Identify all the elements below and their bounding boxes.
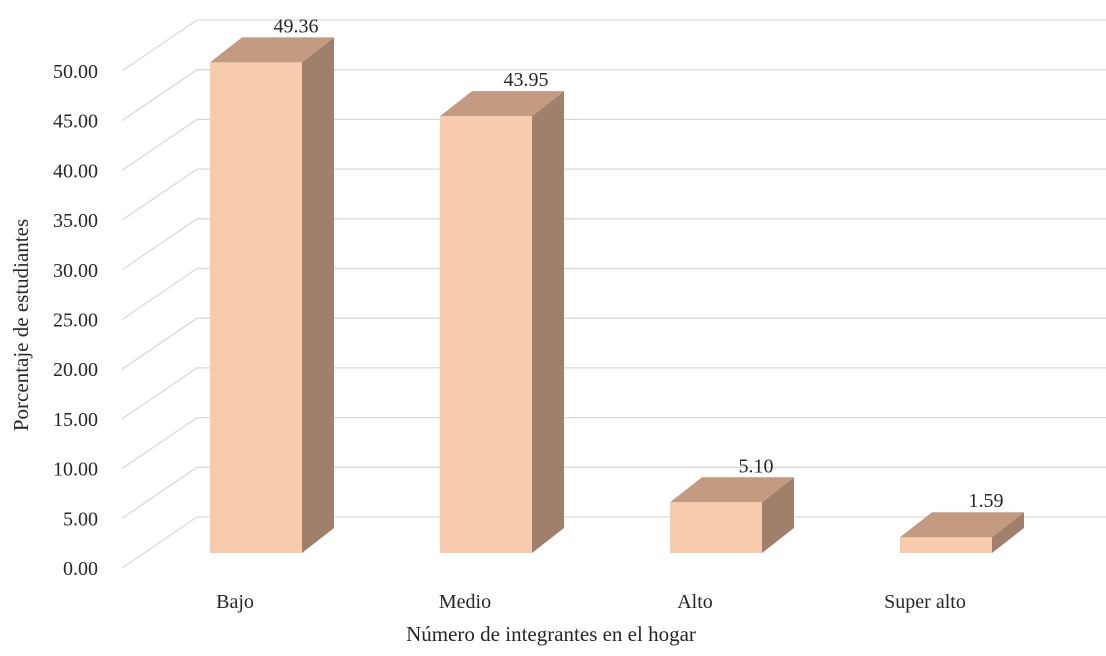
bar-side (992, 512, 1024, 553)
y-tick-label: 5.00 (63, 508, 98, 530)
bar-side (302, 37, 334, 554)
bar-front (900, 537, 992, 553)
gridline (121, 218, 1106, 271)
bar-side (532, 91, 564, 554)
gridline (121, 168, 1106, 221)
bar-front (670, 502, 762, 553)
bar-front (440, 116, 532, 554)
x-tick-label: Medio (439, 591, 491, 613)
gridline (121, 367, 1106, 420)
x-axis-title: Número de integrantes en el hogar (406, 622, 696, 646)
bar-3 (670, 477, 794, 553)
bar-top (440, 91, 564, 117)
gridline (121, 267, 1106, 321)
x-tick-label: Super alto (884, 591, 966, 613)
bar-top (900, 512, 1024, 538)
y-tick-label: 10.00 (53, 459, 98, 481)
data-label: 43.95 (504, 69, 549, 91)
gridline (121, 19, 1106, 72)
data-label: 1.59 (969, 490, 1004, 512)
y-tick-label: 20.00 (53, 359, 98, 381)
y-axis-ticks: 0.00 5.00 10.00 15.00 20.00 25.00 30.00 35.00 40… (53, 61, 98, 580)
bar-2 (440, 91, 564, 554)
gridlines (121, 19, 1106, 569)
gridline (121, 118, 1106, 171)
y-tick-label: 35.00 (53, 210, 98, 232)
y-tick-label: 15.00 (53, 409, 98, 431)
x-tick-label: Alto (677, 591, 713, 613)
bar-top (670, 477, 794, 503)
gridline (121, 466, 1106, 519)
gridline (121, 416, 1106, 470)
y-tick-label: 0.00 (63, 558, 98, 580)
bar-1 (210, 37, 334, 554)
bars (210, 37, 1024, 554)
bar-front (210, 62, 302, 553)
data-labels: 49.36 43.95 5.10 1.59 (274, 15, 1004, 512)
y-tick-label: 25.00 (53, 310, 98, 332)
y-axis-title: Porcentaje de estudiantes (9, 219, 33, 431)
y-tick-label: 50.00 (53, 61, 98, 83)
x-axis-ticks: Bajo Medio Alto Super alto (216, 591, 966, 613)
bar-side (762, 477, 794, 553)
data-label: 5.10 (739, 455, 774, 477)
data-label: 49.36 (274, 15, 319, 37)
y-tick-label: 40.00 (53, 160, 98, 182)
bar-top (210, 37, 334, 63)
bar-4 (900, 512, 1024, 553)
gridline (121, 317, 1106, 370)
y-tick-label: 45.00 (53, 111, 98, 133)
gridline (121, 516, 1106, 569)
y-tick-label: 30.00 (53, 260, 98, 282)
x-tick-label: Bajo (216, 591, 254, 613)
gridline (121, 69, 1106, 122)
